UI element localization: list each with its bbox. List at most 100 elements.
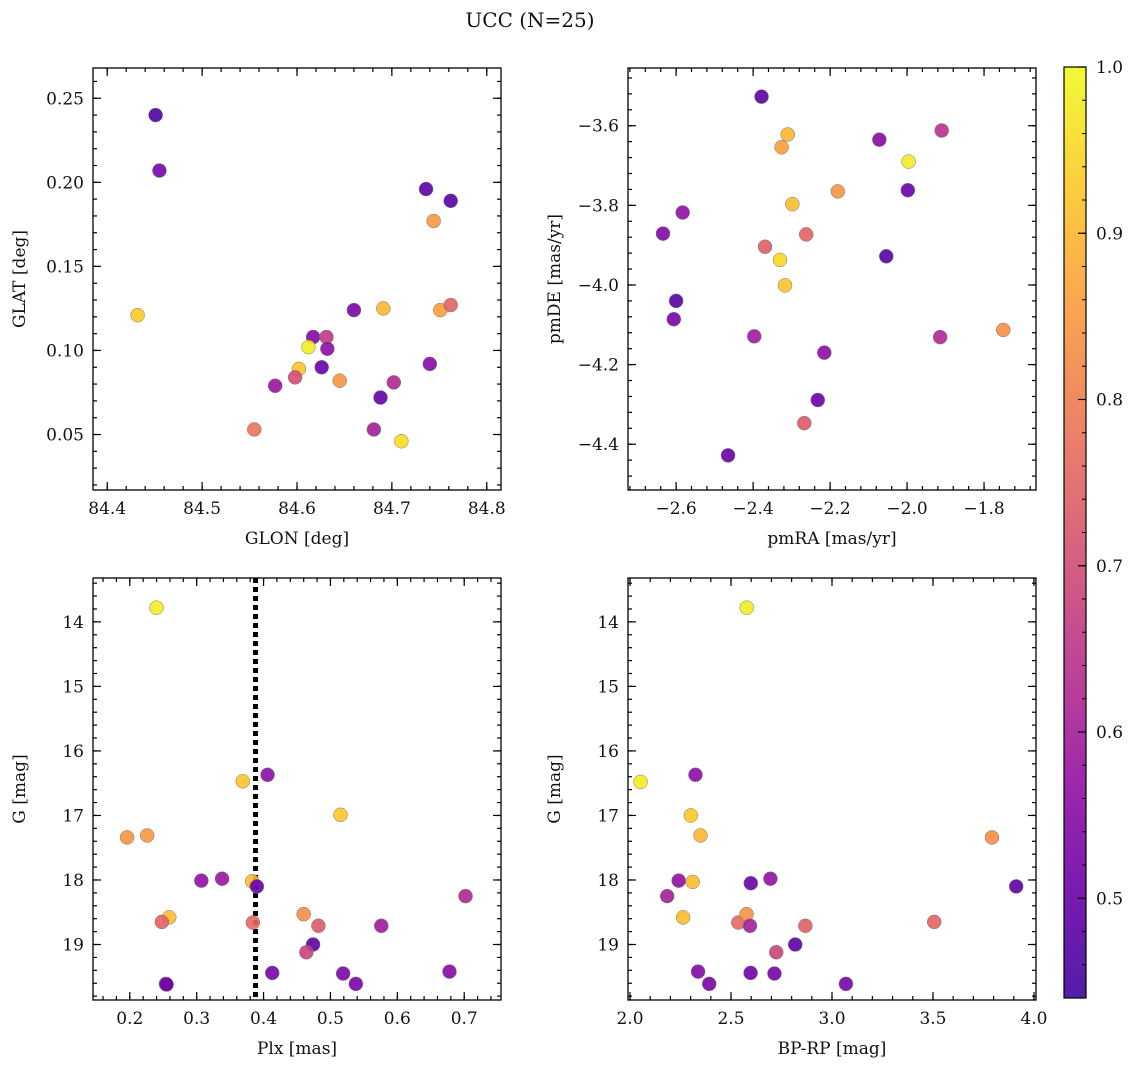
- y-tick-label: 0.05: [46, 426, 84, 446]
- y-tick-label: 0.20: [46, 173, 84, 193]
- y-tick-label: −4.4: [578, 435, 619, 455]
- scatter-point: [159, 977, 174, 992]
- scatter-point: [333, 807, 348, 823]
- scatter-point: [376, 301, 391, 316]
- axis-ticks: [93, 68, 501, 490]
- scatter-point: [335, 966, 351, 981]
- scatter-point: [443, 193, 458, 209]
- x-tick-label: 0.7: [451, 1009, 478, 1029]
- x-tick-label: 4.0: [1020, 1009, 1047, 1029]
- scatter-point: [655, 226, 671, 241]
- colorbar: 0.5 0.6 0.7 0.8 0.9 1.0: [1063, 58, 1123, 999]
- colorbar-gradient: [1064, 67, 1086, 998]
- x-tick-label: 0.2: [116, 1009, 143, 1029]
- y-axis-label: G [mag]: [10, 754, 30, 823]
- scatter-point: [900, 182, 916, 198]
- x-tick-label: 84.5: [183, 499, 221, 519]
- scatter-point: [422, 356, 438, 372]
- scatter-point: [299, 945, 314, 960]
- scatter-point: [746, 329, 762, 344]
- scatter-point: [311, 918, 326, 934]
- axes-frame: [627, 577, 1037, 1001]
- scatter-point: [675, 205, 690, 220]
- scatter-point: [720, 448, 736, 463]
- scatter-point: [320, 341, 335, 357]
- scatter-point: [458, 888, 473, 904]
- scatter-point: [267, 378, 283, 394]
- scatter-point: [693, 828, 708, 843]
- colorbar-tick-label: 0.7: [1096, 557, 1123, 577]
- scatter-point: [265, 965, 280, 981]
- scatter-point: [774, 139, 789, 155]
- axis-ticks: [93, 578, 501, 1000]
- y-tick-label: 16: [62, 742, 84, 762]
- scatter-panels: 84.4 84.5 84.6 84.7 84.8 0.05 0.10 0.15 0.20 0.25…: [10, 67, 1048, 1059]
- y-tick-label: 14: [597, 613, 619, 633]
- scatter-point: [119, 830, 135, 845]
- scatter-point: [366, 422, 382, 437]
- x-tick-label: 84.7: [373, 499, 411, 519]
- scatter-point: [787, 937, 803, 952]
- x-tick-label: 84.6: [278, 499, 316, 519]
- axes-frame: [627, 67, 1037, 491]
- x-tick-label: 0.4: [250, 1009, 277, 1029]
- colorbar-tick-label: 0.5: [1096, 889, 1123, 909]
- scatter-point: [247, 422, 262, 437]
- scatter-point: [996, 322, 1011, 338]
- scatter-point: [386, 375, 402, 390]
- scatter-point: [690, 964, 706, 979]
- scatter-points: [633, 600, 1024, 992]
- scatter-point: [743, 965, 758, 981]
- colorbar-frame: [1063, 66, 1087, 999]
- panel-bprp-g: 2.0 2.5 3.0 3.5 4.0 14 15 16 17 18 19 BP-RP [mag] G …: [545, 577, 1048, 1059]
- scatter-point: [148, 107, 163, 123]
- y-tick-label: 18: [597, 871, 619, 891]
- scatter-point: [659, 888, 675, 904]
- x-tick-label: 0.6: [384, 1009, 411, 1029]
- scatter-point: [149, 600, 164, 615]
- y-tick-label: 19: [62, 936, 84, 956]
- x-axis-label: Plx [mas]: [257, 1039, 337, 1059]
- colorbar-tick-label: 0.8: [1096, 391, 1123, 411]
- scatter-point: [780, 127, 795, 142]
- y-tick-label: −3.6: [578, 117, 619, 137]
- scatter-point: [934, 123, 949, 138]
- scatter-point: [668, 293, 684, 309]
- scatter-point: [739, 600, 755, 615]
- y-tick-label: −4.0: [578, 276, 619, 296]
- scatter-point: [287, 370, 303, 385]
- colorbar-tick-label: 0.6: [1096, 723, 1123, 743]
- x-tick-label: 3.5: [919, 1009, 946, 1029]
- y-tick-label: 17: [62, 806, 84, 826]
- axis-ticks: [628, 68, 1036, 490]
- scatter-point: [757, 239, 773, 255]
- x-tick-label: −2.6: [655, 499, 696, 519]
- scatter-point: [314, 360, 329, 375]
- y-tick-label: 15: [597, 677, 619, 697]
- scatter-point: [830, 184, 846, 199]
- scatter-point: [214, 871, 230, 886]
- colorbar-tick-label: 0.9: [1096, 224, 1123, 244]
- scatter-point: [742, 918, 758, 934]
- y-tick-label: 14: [62, 613, 84, 633]
- scatter-point: [152, 163, 167, 178]
- scatter-point: [245, 915, 261, 930]
- axes-frame: [92, 577, 502, 1001]
- x-tick-label: −2.2: [809, 499, 850, 519]
- scatter-points: [655, 89, 1011, 463]
- x-axis-label: GLON [deg]: [245, 529, 349, 549]
- scatter-point: [443, 297, 458, 313]
- scatter-point: [442, 964, 457, 979]
- scatter-point: [685, 874, 700, 890]
- scatter-point: [332, 373, 347, 388]
- scatter-point: [767, 966, 782, 981]
- panel-glon-glat: 84.4 84.5 84.6 84.7 84.8 0.05 0.10 0.15 0.20 0.25…: [10, 67, 506, 549]
- scatter-point: [130, 307, 145, 323]
- y-tick-label: 17: [597, 806, 619, 826]
- axes-frame: [92, 67, 502, 491]
- scatter-point: [666, 311, 682, 327]
- scatter-point: [671, 873, 686, 888]
- x-tick-label: 3.0: [818, 1009, 845, 1029]
- y-axis-label: GLAT [deg]: [10, 230, 30, 328]
- y-tick-label: 0.15: [46, 257, 84, 277]
